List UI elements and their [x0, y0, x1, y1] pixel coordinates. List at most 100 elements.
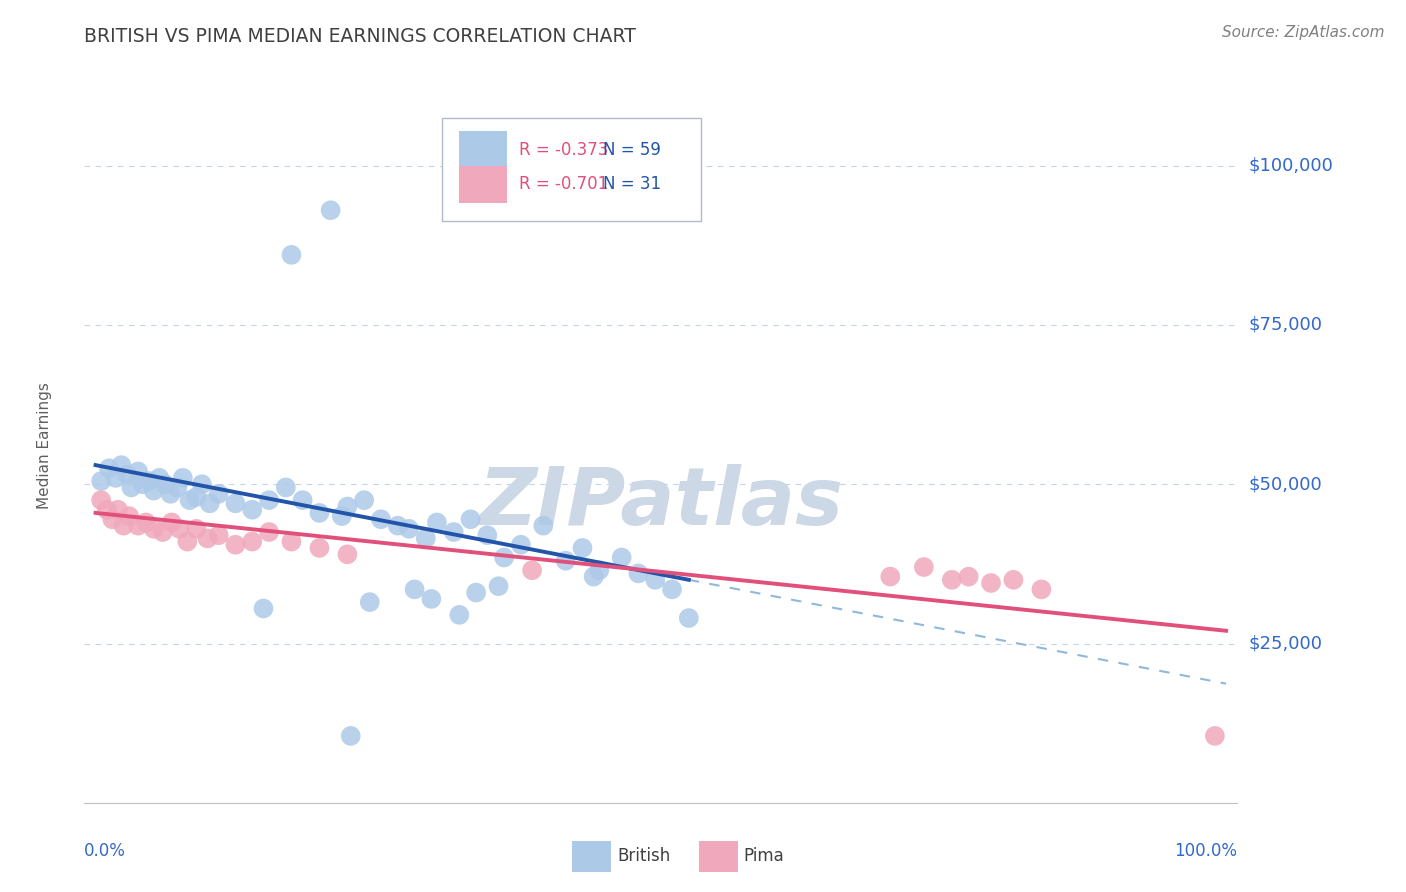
Text: 100.0%: 100.0% [1174, 842, 1237, 860]
Text: $75,000: $75,000 [1249, 316, 1323, 334]
Text: R = -0.701: R = -0.701 [519, 175, 609, 193]
Point [571, 541, 593, 555]
Point [138, 474, 160, 488]
FancyBboxPatch shape [572, 840, 612, 872]
Point [257, 524, 280, 539]
FancyBboxPatch shape [441, 118, 702, 221]
Point [280, 248, 302, 262]
Point [186, 522, 208, 536]
Point [339, 729, 361, 743]
Point [280, 534, 302, 549]
Point [330, 509, 353, 524]
Point [941, 573, 963, 587]
Point [115, 467, 138, 482]
Point [1002, 573, 1025, 587]
Point [627, 566, 650, 581]
Point [160, 516, 183, 530]
Point [110, 458, 132, 472]
Point [582, 569, 605, 583]
Point [610, 550, 633, 565]
Point [240, 534, 263, 549]
Point [107, 502, 129, 516]
Point [359, 595, 381, 609]
Point [291, 493, 314, 508]
Text: $100,000: $100,000 [1249, 157, 1333, 175]
Text: Source: ZipAtlas.com: Source: ZipAtlas.com [1222, 25, 1385, 40]
Text: $50,000: $50,000 [1249, 475, 1322, 493]
Point [127, 465, 149, 479]
Point [101, 512, 124, 526]
Point [443, 524, 465, 539]
FancyBboxPatch shape [460, 166, 508, 202]
Point [336, 547, 359, 561]
Point [142, 522, 165, 536]
Point [404, 582, 426, 597]
Point [554, 554, 576, 568]
Point [198, 496, 221, 510]
Point [197, 532, 219, 546]
Point [208, 528, 231, 542]
Point [1204, 729, 1226, 743]
Point [415, 532, 437, 546]
Point [90, 474, 112, 488]
Point [509, 538, 531, 552]
Point [449, 607, 471, 622]
Point [159, 487, 181, 501]
Point [644, 573, 666, 587]
Point [520, 563, 543, 577]
Text: N = 59: N = 59 [603, 141, 661, 159]
Point [252, 601, 274, 615]
Point [240, 502, 263, 516]
Point [120, 480, 142, 494]
Text: R = -0.373: R = -0.373 [519, 141, 609, 159]
Point [112, 518, 135, 533]
Point [588, 563, 610, 577]
Text: British: British [617, 847, 671, 865]
Point [1031, 582, 1053, 597]
Point [179, 493, 201, 508]
Text: N = 31: N = 31 [603, 175, 661, 193]
Point [879, 569, 901, 583]
Point [176, 534, 198, 549]
Point [957, 569, 980, 583]
Point [531, 518, 554, 533]
Point [494, 550, 516, 565]
Point [678, 611, 700, 625]
Point [224, 538, 246, 552]
Point [169, 522, 191, 536]
Point [274, 480, 297, 494]
Point [477, 528, 499, 542]
Point [191, 477, 214, 491]
FancyBboxPatch shape [699, 840, 738, 872]
Point [96, 502, 118, 516]
Point [661, 582, 683, 597]
Point [257, 493, 280, 508]
Point [460, 512, 482, 526]
Point [465, 585, 488, 599]
Point [142, 483, 165, 498]
Point [186, 490, 208, 504]
Point [166, 480, 188, 494]
Point [131, 477, 153, 491]
Point [172, 471, 194, 485]
Point [912, 560, 935, 574]
Point [148, 471, 170, 485]
Point [319, 203, 342, 218]
Point [370, 512, 392, 526]
Text: 0.0%: 0.0% [84, 842, 127, 860]
Point [353, 493, 375, 508]
Text: Pima: Pima [744, 847, 785, 865]
Point [98, 461, 121, 475]
Point [398, 522, 420, 536]
FancyBboxPatch shape [460, 131, 508, 169]
Point [308, 506, 330, 520]
Point [104, 471, 127, 485]
Point [420, 591, 443, 606]
Text: $25,000: $25,000 [1249, 634, 1323, 653]
Point [980, 576, 1002, 591]
Point [336, 500, 359, 514]
Text: BRITISH VS PIMA MEDIAN EARNINGS CORRELATION CHART: BRITISH VS PIMA MEDIAN EARNINGS CORRELAT… [84, 28, 637, 46]
Point [426, 516, 449, 530]
Point [135, 516, 157, 530]
Point [308, 541, 330, 555]
